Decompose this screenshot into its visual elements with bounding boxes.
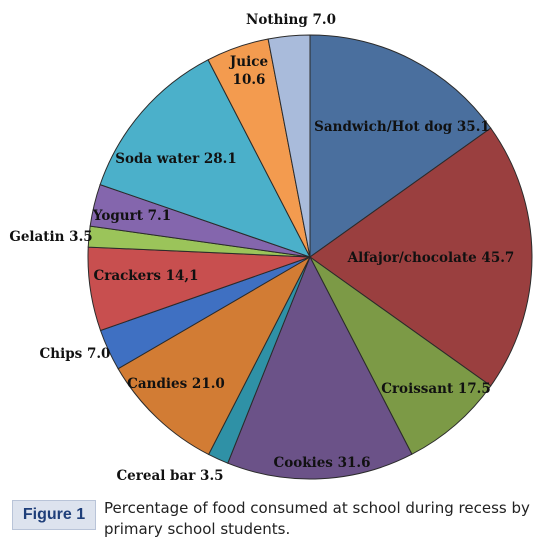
pie-slice-soda-water bbox=[99, 59, 312, 258]
pie-label-cereal-bar: Cereal bar 3.5 bbox=[116, 468, 223, 484]
pie-chart: Sandwich/Hot dog 35.1 Alfajor/chocolate 4… bbox=[9, 12, 533, 484]
pie-label-crackers: Crackers 14,1 bbox=[93, 268, 198, 284]
pie-slice-candies bbox=[117, 255, 312, 456]
pie-slice-sandwich-hot-dog bbox=[309, 34, 492, 258]
pie-chart-svg: Sandwich/Hot dog 35.1 Alfajor/chocolate 4… bbox=[9, 12, 533, 484]
figure-caption: Figure 1 Percentage of food consumed at … bbox=[12, 496, 542, 546]
pie-label-nothing: Nothing 7.0 bbox=[246, 12, 336, 28]
pie-label-gelatin: Gelatin 3.5 bbox=[9, 229, 92, 245]
pie-label-soda-water: Soda water 28.1 bbox=[115, 151, 237, 167]
pie-label-yogurt: Yogurt 7.1 bbox=[92, 208, 171, 224]
figure-caption-text: Percentage of food consumed at school du… bbox=[104, 499, 530, 538]
pie-label-sandwich-hot-dog: Sandwich/Hot dog 35.1 bbox=[314, 119, 490, 135]
pie-slice-alfajor-chocolate bbox=[309, 127, 533, 387]
pie-label-cookies: Cookies 31.6 bbox=[273, 455, 370, 471]
pie-slice-croissant bbox=[309, 256, 492, 455]
pie-slice-cookies bbox=[227, 255, 413, 480]
pie-label-alfajor-chocolate: Alfajor/chocolate 45.7 bbox=[347, 250, 515, 266]
pie-label-candies: Candies 21.0 bbox=[127, 376, 225, 392]
pie-slice-nothing bbox=[267, 34, 311, 258]
pie-label-croissant: Croissant 17.5 bbox=[381, 381, 491, 397]
pie-label-chips: Chips 7.0 bbox=[40, 346, 111, 362]
pie-label-juice: Juice 10.6 bbox=[229, 54, 268, 88]
figure-badge: Figure 1 bbox=[12, 500, 96, 530]
